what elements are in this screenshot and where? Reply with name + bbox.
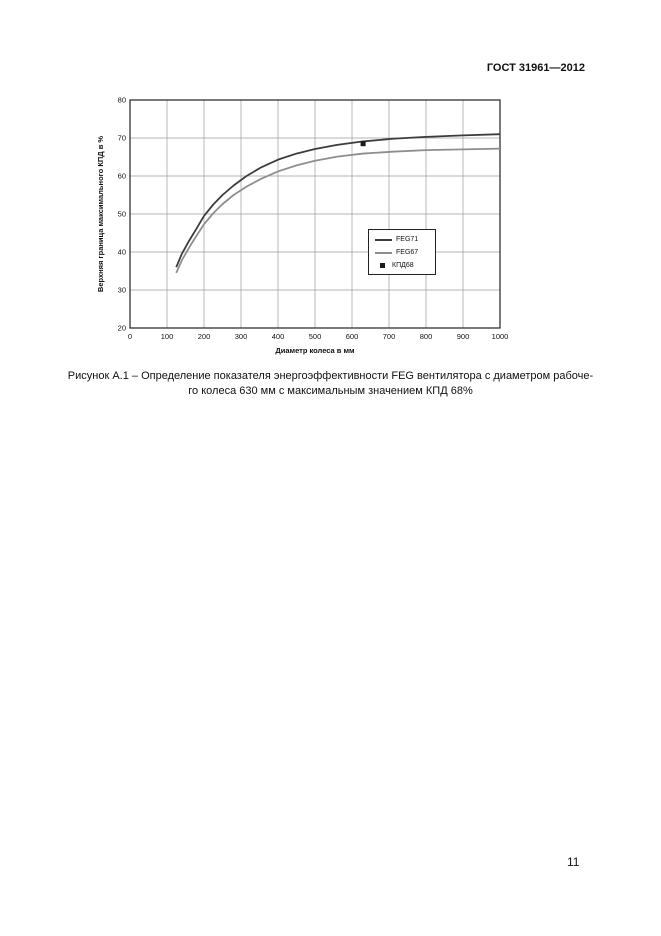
data-point-marker — [360, 141, 366, 147]
y-tick-label: 50 — [118, 210, 126, 219]
legend-item-kpd68: КПД68 — [375, 261, 430, 270]
x-tick-label: 600 — [346, 332, 359, 341]
y-axis-title: Верхняя граница максимального КПД в % — [96, 136, 105, 293]
figure-a1-chart-area: 0 100 200 300 400 500 600 700 800 900 1000 20 30 40 50… — [95, 88, 515, 366]
page-number: 11 — [567, 855, 580, 869]
feg71-line-sample — [375, 238, 392, 241]
feg67-line-sample — [375, 251, 392, 254]
y-tick-label: 70 — [118, 134, 126, 143]
x-tick-label: 500 — [309, 332, 322, 341]
y-tick-label: 60 — [118, 172, 126, 181]
legend-label-kpd68: КПД68 — [392, 262, 414, 269]
legend-label-feg67: FEG67 — [396, 249, 419, 256]
document-header-title: ГОСТ 31961—2012 — [486, 62, 585, 74]
x-tick-label: 800 — [420, 332, 433, 341]
series-line-feg67 — [175, 147, 501, 274]
x-tick-label: 100 — [161, 332, 174, 341]
x-tick-label: 1000 — [492, 332, 509, 341]
x-tick-label: 700 — [383, 332, 396, 341]
x-tick-label: 200 — [198, 332, 211, 341]
legend-item-feg67: FEG67 — [375, 248, 430, 257]
y-tick-label: 80 — [118, 96, 126, 105]
x-tick-label: 900 — [457, 332, 470, 341]
plot-border — [129, 99, 501, 329]
y-tick-label: 30 — [118, 286, 126, 295]
figure-caption: Рисунок А.1 – Определение показателя эне… — [30, 369, 631, 400]
legend-label-feg71: FEG71 — [396, 236, 419, 243]
efficiency-chart: 0 100 200 300 400 500 600 700 800 900 1000 20 30 40 50… — [96, 96, 509, 356]
chart-legend: FEG71 FEG67 КПД68 — [368, 229, 436, 275]
x-axis-title: Диаметр колеса в мм — [275, 346, 355, 355]
series-line-feg71 — [175, 133, 501, 268]
x-tick-label: 0 — [128, 332, 132, 341]
legend-item-feg71: FEG71 — [375, 235, 430, 244]
figure-caption-line1: Рисунок А.1 – Определение показателя эне… — [67, 370, 594, 382]
x-tick-label: 400 — [272, 332, 285, 341]
y-tick-label: 40 — [118, 248, 126, 257]
x-tick-label: 300 — [235, 332, 248, 341]
kpd68-marker-sample — [380, 263, 385, 268]
figure-caption-line2: го колеса 630 мм с максимальным значение… — [188, 385, 473, 398]
y-tick-label: 20 — [118, 324, 126, 333]
